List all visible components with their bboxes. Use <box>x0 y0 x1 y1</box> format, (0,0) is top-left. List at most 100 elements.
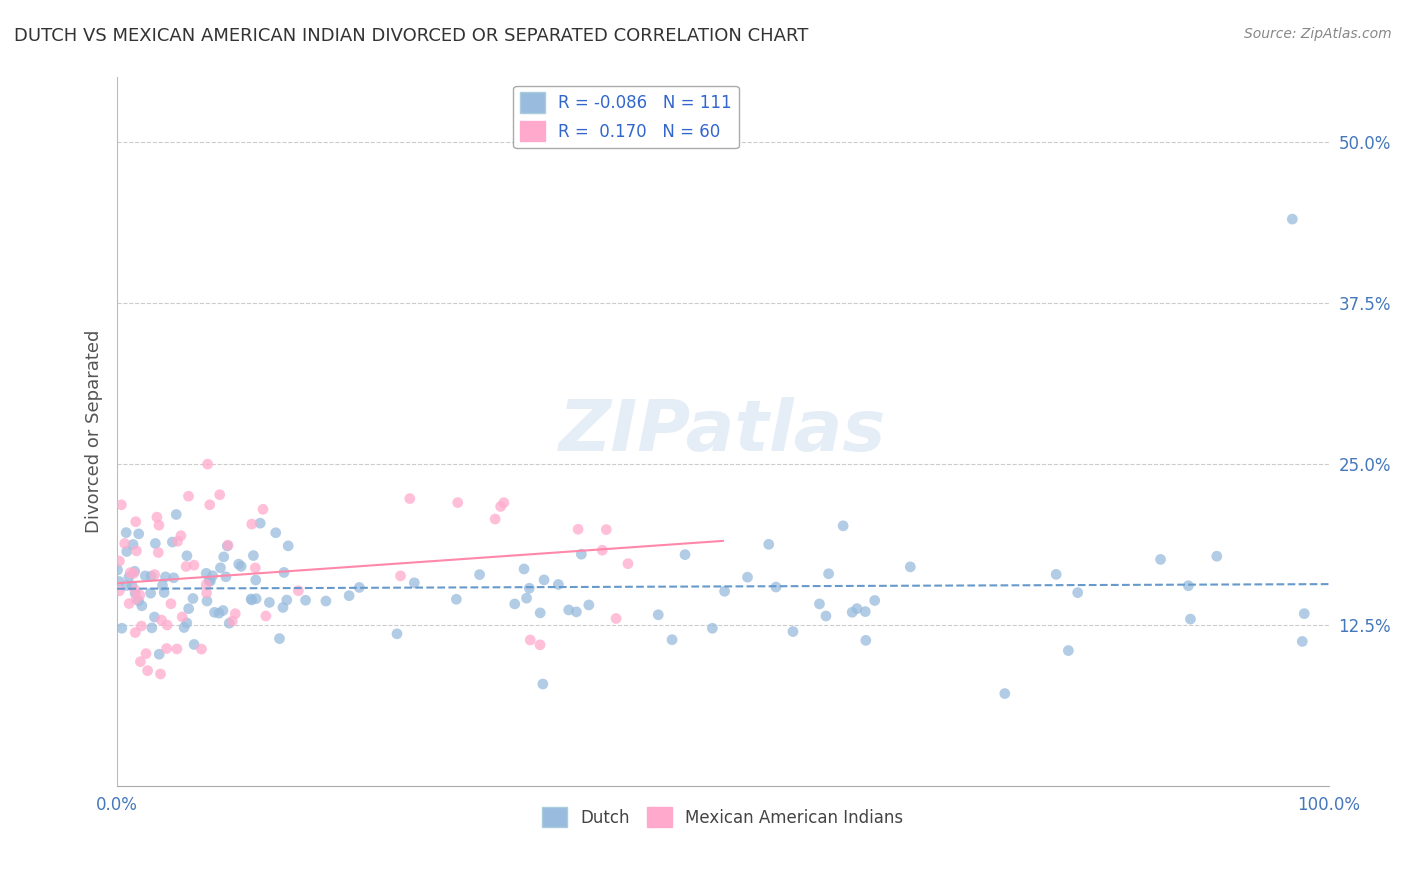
Dutch <box>128 526 150 541</box>
Dutch <box>1180 612 1202 626</box>
Dutch <box>1045 567 1067 582</box>
Dutch <box>782 624 804 639</box>
Dutch <box>468 567 491 582</box>
Dutch <box>503 597 526 611</box>
Dutch <box>765 580 787 594</box>
Dutch <box>276 593 298 607</box>
Dutch <box>212 603 235 617</box>
Dutch <box>152 578 174 592</box>
Dutch <box>208 606 231 620</box>
Dutch <box>531 677 554 691</box>
Dutch <box>209 561 232 575</box>
Mexican American Indians <box>197 457 219 471</box>
Mexican American Indians <box>135 647 157 661</box>
Dutch <box>163 571 186 585</box>
Mexican American Indians <box>108 583 131 598</box>
Mexican American Indians <box>110 498 132 512</box>
Dutch <box>143 610 166 624</box>
Dutch <box>569 547 592 561</box>
Dutch <box>242 549 264 563</box>
Mexican American Indians <box>240 517 263 532</box>
Mexican American Indians <box>254 609 277 624</box>
Dutch <box>294 593 316 607</box>
Dutch <box>315 594 337 608</box>
Mexican American Indians <box>605 611 627 625</box>
Mexican American Indians <box>183 558 205 573</box>
Mexican American Indians <box>177 489 200 503</box>
Dutch <box>108 574 131 589</box>
Dutch <box>231 559 253 574</box>
Mexican American Indians <box>398 491 420 506</box>
Mexican American Indians <box>156 618 179 632</box>
Dutch <box>702 621 724 635</box>
Dutch <box>269 632 291 646</box>
Dutch <box>245 591 267 606</box>
Mexican American Indians <box>221 614 243 628</box>
Text: DUTCH VS MEXICAN AMERICAN INDIAN DIVORCED OR SEPARATED CORRELATION CHART: DUTCH VS MEXICAN AMERICAN INDIAN DIVORCE… <box>14 27 808 45</box>
Dutch <box>215 570 238 584</box>
Mexican American Indians <box>124 625 146 640</box>
Dutch <box>124 586 146 600</box>
Dutch <box>529 606 551 620</box>
Dutch <box>173 620 195 634</box>
Mexican American Indians <box>190 642 212 657</box>
Mexican American Indians <box>447 495 470 509</box>
Dutch <box>240 592 263 607</box>
Dutch <box>863 593 886 607</box>
Dutch <box>217 539 239 553</box>
Mexican American Indians <box>195 577 218 591</box>
Mexican American Indians <box>131 619 153 633</box>
Dutch <box>201 568 224 582</box>
Dutch <box>111 621 134 635</box>
Dutch <box>176 615 198 630</box>
Dutch <box>1281 212 1303 227</box>
Dutch <box>228 557 250 571</box>
Dutch <box>198 574 221 588</box>
Mexican American Indians <box>136 664 159 678</box>
Dutch <box>115 525 138 540</box>
Mexican American Indians <box>118 597 141 611</box>
Dutch <box>195 566 218 581</box>
Dutch <box>814 609 837 624</box>
Y-axis label: Divorced or Separated: Divorced or Separated <box>86 330 103 533</box>
Dutch <box>148 647 170 661</box>
Dutch <box>1205 549 1227 564</box>
Dutch <box>204 606 226 620</box>
Mexican American Indians <box>122 566 145 581</box>
Dutch <box>1057 643 1080 657</box>
Mexican American Indians <box>160 597 183 611</box>
Dutch <box>264 525 287 540</box>
Mexican American Indians <box>195 586 218 600</box>
Mexican American Indians <box>108 554 131 568</box>
Text: Source: ZipAtlas.com: Source: ZipAtlas.com <box>1244 27 1392 41</box>
Mexican American Indians <box>595 523 617 537</box>
Mexican American Indians <box>567 522 589 536</box>
Dutch <box>547 577 569 591</box>
Dutch <box>183 637 205 651</box>
Dutch <box>517 581 540 595</box>
Mexican American Indians <box>125 544 148 558</box>
Mexican American Indians <box>125 515 148 529</box>
Dutch <box>141 621 163 635</box>
Dutch <box>249 516 271 531</box>
Dutch <box>1294 607 1316 621</box>
Dutch <box>349 581 371 595</box>
Dutch <box>846 601 869 615</box>
Mexican American Indians <box>591 543 613 558</box>
Mexican American Indians <box>389 569 412 583</box>
Mexican American Indians <box>617 557 640 571</box>
Dutch <box>176 549 198 563</box>
Dutch <box>516 591 538 606</box>
Dutch <box>177 601 200 615</box>
Mexican American Indians <box>198 498 221 512</box>
Mexican American Indians <box>148 545 170 559</box>
Text: ZIPatlas: ZIPatlas <box>560 397 887 467</box>
Mexican American Indians <box>287 583 309 598</box>
Dutch <box>855 633 877 648</box>
Dutch <box>162 535 184 549</box>
Dutch <box>107 563 129 577</box>
Mexican American Indians <box>245 561 267 575</box>
Mexican American Indians <box>217 538 239 552</box>
Dutch <box>195 594 218 608</box>
Mexican American Indians <box>172 610 194 624</box>
